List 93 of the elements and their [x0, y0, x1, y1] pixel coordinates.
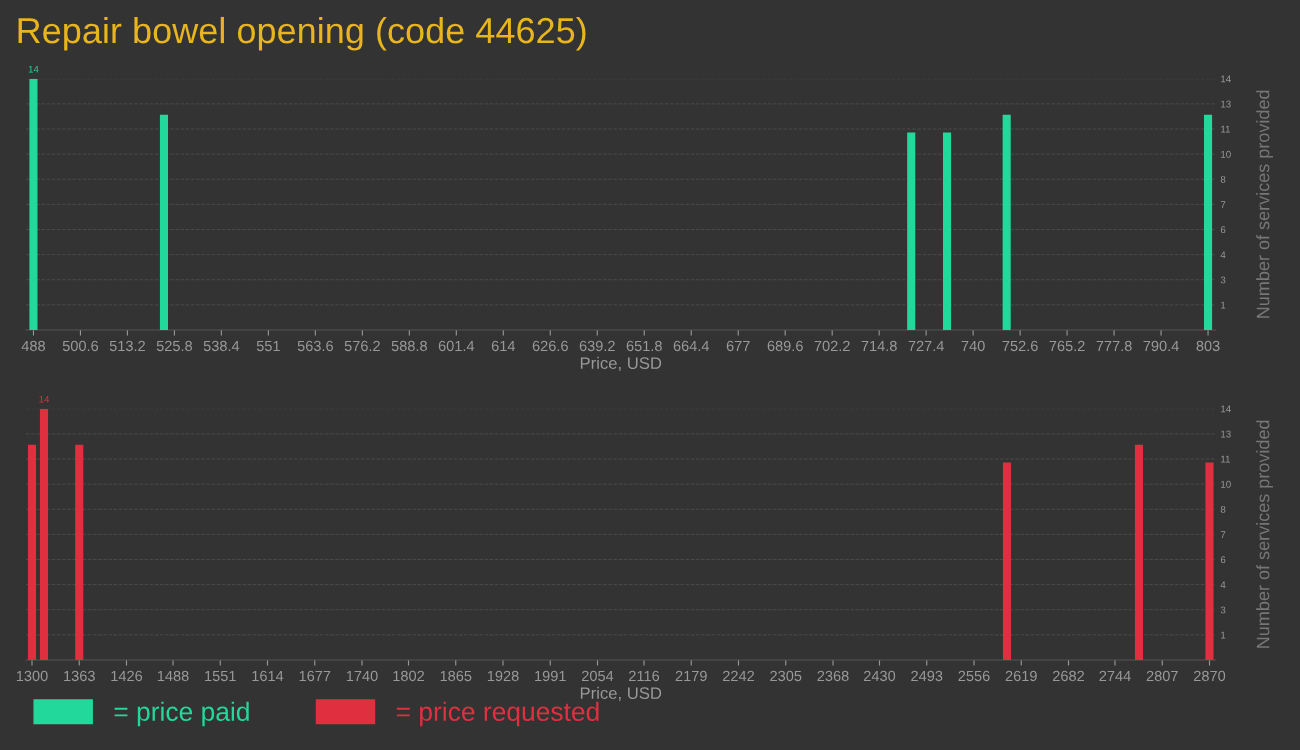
x-tick-label: 1551 — [205, 670, 236, 682]
y-tick-label: 3 — [1220, 606, 1226, 614]
x-tick-label: 765.2 — [1049, 340, 1085, 352]
x-tick-label: 727.4 — [908, 340, 944, 351]
y-axis-title: Number of services provided — [1256, 420, 1274, 648]
y-tick-label: 14 — [1221, 405, 1231, 413]
x-tick-label: 2682 — [1053, 670, 1084, 682]
x-tick-label: 777.8 — [1096, 340, 1132, 352]
legend-label: = price requested — [396, 701, 599, 727]
x-tick-label: 513.2 — [109, 340, 145, 352]
x-tick-label: 714.8 — [861, 340, 897, 352]
y-tick-label: 1 — [1221, 631, 1226, 639]
x-tick-label: 563.6 — [297, 340, 333, 352]
x-tick-label: 2368 — [817, 670, 849, 682]
x-axis-title: Price, USD — [580, 356, 662, 371]
data-label: 14 — [28, 65, 39, 73]
bar — [942, 132, 952, 330]
bar — [75, 444, 84, 660]
x-tick-label: 803 — [1196, 340, 1220, 352]
y-tick-label: 8 — [1220, 505, 1226, 513]
bar — [1134, 444, 1144, 660]
x-tick-label: 588.8 — [391, 340, 427, 352]
x-tick-label: 525.8 — [156, 340, 193, 352]
x-tick-label: 2305 — [770, 670, 802, 682]
x-tick-label: 1300 — [16, 670, 48, 682]
bar — [1205, 462, 1214, 660]
x-tick-label: 2870 — [1194, 670, 1226, 682]
x-tick-label: 488 — [21, 340, 45, 352]
x-axis-title: Price, USD — [580, 686, 662, 701]
x-tick-label: 1614 — [252, 670, 284, 682]
x-tick-label: 740 — [961, 340, 985, 352]
x-tick-label: 2179 — [675, 670, 707, 682]
y-tick-label: 6 — [1220, 556, 1226, 564]
x-tick-label: 614 — [491, 340, 516, 352]
x-tick-label: 1928 — [487, 670, 519, 682]
x-tick-label: 2619 — [1005, 670, 1037, 682]
x-tick-label: 2493 — [911, 670, 943, 682]
x-tick-label: 1740 — [346, 670, 378, 682]
y-tick-label: 7 — [1220, 531, 1226, 538]
x-tick-label: 790.4 — [1143, 340, 1179, 352]
x-tick-label: 538.4 — [203, 340, 240, 352]
y-tick-label: 4 — [1220, 251, 1226, 259]
y-tick-label: 4 — [1220, 581, 1226, 589]
x-tick-label: 702.2 — [814, 340, 850, 352]
y-tick-label: 10 — [1221, 480, 1231, 488]
x-tick-label: 551 — [256, 340, 280, 352]
x-tick-label: 2556 — [958, 670, 990, 682]
y-tick-label: 13 — [1221, 100, 1231, 108]
x-tick-label: 576.2 — [344, 340, 380, 352]
x-tick-label: 1426 — [111, 670, 143, 682]
x-tick-label: 689.6 — [767, 340, 803, 352]
x-tick-label: 601.4 — [438, 340, 475, 352]
bar — [159, 114, 169, 330]
x-tick-label: 2430 — [864, 670, 896, 682]
x-tick-label: 626.6 — [532, 340, 568, 352]
x-tick-label: 2116 — [629, 670, 660, 682]
x-tick-label: 651.8 — [626, 340, 662, 352]
x-tick-label: 1865 — [440, 670, 472, 682]
x-tick-label: 677 — [726, 340, 750, 352]
y-tick-label: 11 — [1221, 455, 1230, 463]
x-tick-label: 1488 — [157, 670, 189, 682]
bar — [907, 132, 916, 330]
x-tick-label: 664.4 — [673, 340, 710, 352]
y-tick-label: 1 — [1221, 301, 1226, 309]
x-tick-label: 2807 — [1146, 670, 1178, 682]
y-tick-label: 14 — [1221, 75, 1231, 83]
data-label: 14 — [39, 395, 50, 403]
y-tick-label: 11 — [1221, 125, 1230, 133]
y-tick-label: 7 — [1220, 201, 1226, 208]
y-tick-label: 8 — [1220, 175, 1226, 183]
bar — [29, 78, 38, 330]
y-axis-title: Number of services provided — [1256, 90, 1274, 318]
x-tick-label: 2054 — [582, 670, 614, 682]
y-tick-label: 10 — [1221, 150, 1231, 158]
bar — [39, 408, 49, 660]
legend-label: = price paid — [114, 701, 249, 727]
x-tick-label: 500.6 — [62, 340, 99, 352]
y-tick-label: 3 — [1220, 276, 1226, 284]
x-tick-label: 1802 — [393, 670, 424, 682]
x-tick-label: 2242 — [723, 670, 754, 681]
chart-title: Repair bowel opening (code 44625) — [18, 16, 586, 51]
y-tick-label: 13 — [1221, 430, 1231, 438]
x-tick-label: 1363 — [64, 670, 95, 682]
bar — [1204, 114, 1213, 330]
x-tick-label: 752.6 — [1002, 340, 1038, 352]
x-tick-label: 1677 — [299, 670, 331, 682]
bar — [1002, 114, 1011, 330]
bar — [1002, 462, 1012, 660]
y-tick-label: 6 — [1220, 226, 1226, 234]
bar — [27, 444, 37, 660]
x-tick-label: 639.2 — [579, 340, 615, 352]
x-tick-label: 2744 — [1099, 670, 1131, 681]
x-tick-label: 1991 — [535, 670, 566, 682]
